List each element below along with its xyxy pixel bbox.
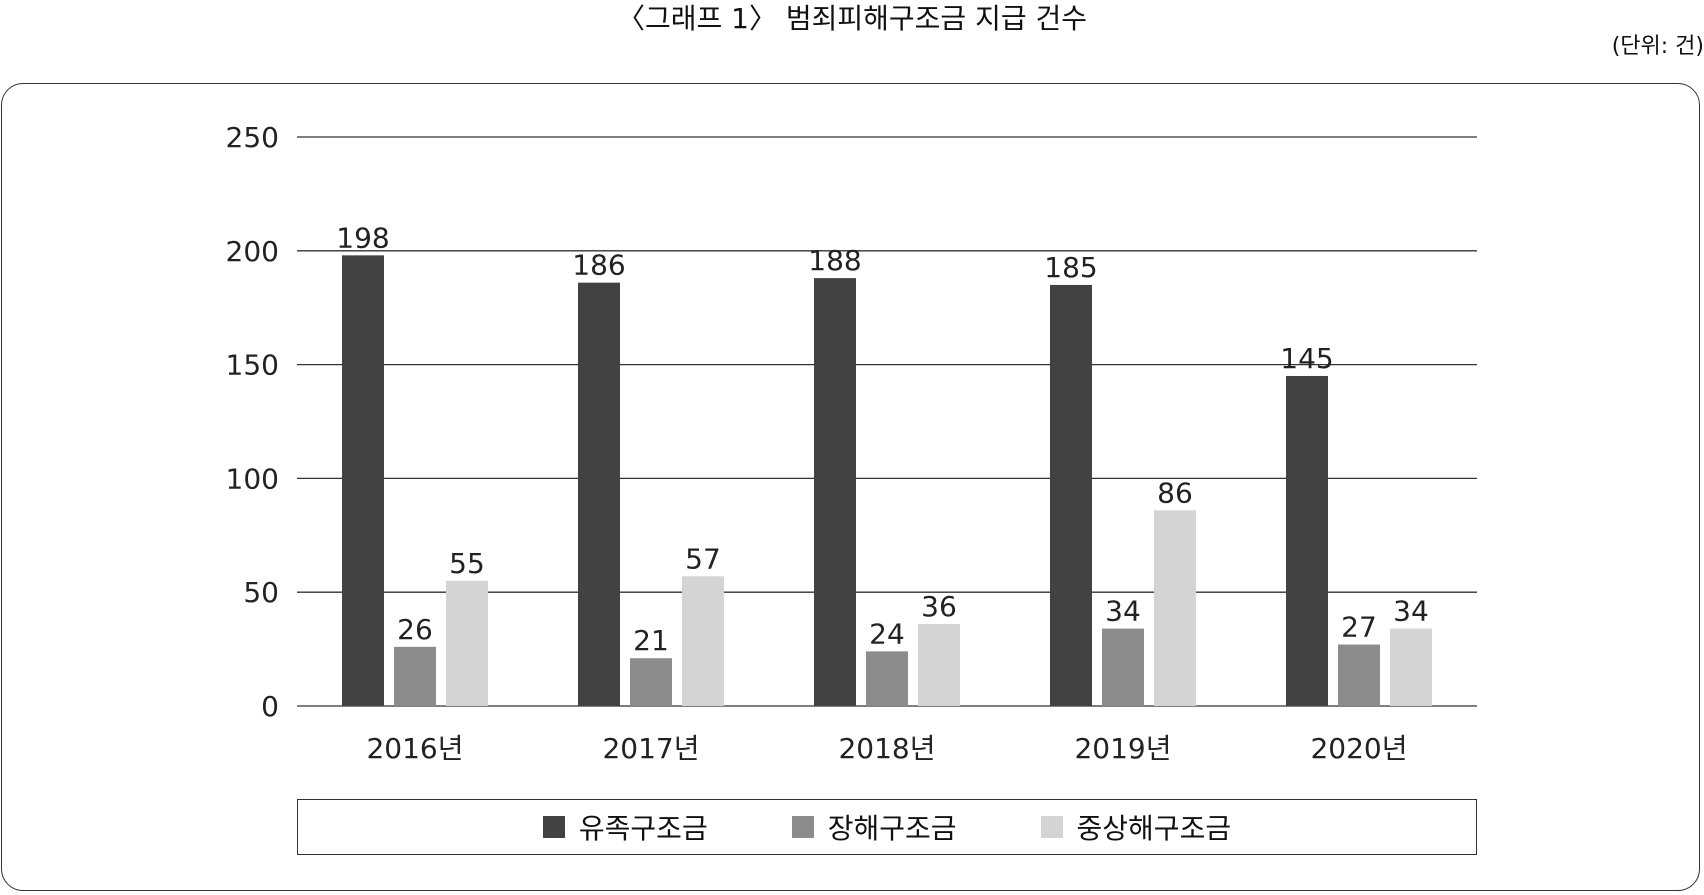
legend-label-jungsanghae: 중상해구조금 bbox=[1076, 812, 1232, 845]
data-label: 188 bbox=[808, 244, 861, 277]
bar-2-2 bbox=[918, 624, 960, 706]
bar-0-3 bbox=[1050, 284, 1092, 706]
bar-0-4 bbox=[1286, 375, 1328, 706]
bar-0-0 bbox=[342, 255, 384, 707]
x-category-label: 2019년 bbox=[1074, 732, 1171, 765]
y-tick-label: 0 bbox=[261, 690, 279, 723]
y-tick-label: 50 bbox=[243, 576, 279, 609]
data-label: 24 bbox=[869, 617, 905, 650]
legend-item-jungsanghae[interactable]: 중상해구조금 bbox=[1040, 807, 1232, 847]
data-labels: 198 26 55 186 21 57 188 24 36 185 34 86 145 27 34 bbox=[336, 221, 1429, 657]
bar-2-0 bbox=[446, 580, 488, 706]
data-label: 26 bbox=[397, 613, 433, 646]
data-label: 198 bbox=[336, 221, 389, 254]
bar-1-4 bbox=[1338, 644, 1380, 706]
bar-1-2 bbox=[866, 651, 908, 706]
gridlines bbox=[297, 136, 1477, 707]
data-label: 27 bbox=[1341, 611, 1377, 644]
y-tick-label: 100 bbox=[226, 462, 279, 495]
bar-0-1 bbox=[578, 282, 620, 706]
bars bbox=[342, 255, 1432, 707]
bar-1-0 bbox=[394, 646, 436, 706]
unit-label: (단위: 건) bbox=[1611, 34, 1704, 59]
legend-swatch-janghae bbox=[791, 816, 814, 838]
bar-1-3 bbox=[1102, 628, 1144, 706]
y-tick-label: 150 bbox=[226, 349, 279, 382]
bar-1-1 bbox=[630, 658, 672, 706]
x-category-label: 2018년 bbox=[838, 732, 935, 765]
legend-swatch-jungsanghae bbox=[1040, 816, 1063, 838]
legend: 유족구조금 장해구조금 중상해구조금 bbox=[297, 799, 1477, 855]
x-axis-categories: 2016년 2017년 2018년 2019년 2020년 bbox=[366, 732, 1407, 765]
data-label: 55 bbox=[449, 547, 485, 580]
bar-2-4 bbox=[1390, 628, 1432, 706]
data-label: 86 bbox=[1157, 476, 1193, 509]
x-category-label: 2017년 bbox=[602, 732, 699, 765]
x-category-label: 2020년 bbox=[1310, 732, 1407, 765]
bar-2-1 bbox=[682, 576, 724, 706]
data-label: 145 bbox=[1280, 342, 1333, 375]
legend-item-janghae[interactable]: 장해구조금 bbox=[791, 807, 957, 847]
chart-title: 〈그래프 1〉 범죄피해구조금 지급 건수 bbox=[616, 2, 1088, 35]
bar-0-2 bbox=[814, 278, 856, 706]
data-label: 34 bbox=[1393, 595, 1429, 628]
data-label: 34 bbox=[1105, 595, 1141, 628]
legend-swatch-yujok bbox=[542, 816, 565, 838]
bar-2-3 bbox=[1154, 510, 1196, 706]
data-label: 36 bbox=[921, 590, 957, 623]
y-tick-label: 250 bbox=[226, 121, 279, 154]
legend-item-yujok[interactable]: 유족구조금 bbox=[542, 807, 708, 847]
chart-frame bbox=[1, 83, 1700, 891]
data-label: 186 bbox=[572, 249, 625, 282]
legend-label-yujok: 유족구조금 bbox=[578, 812, 708, 845]
data-label: 185 bbox=[1044, 251, 1097, 284]
y-axis-ticks: 0 50 100 150 200 250 bbox=[226, 121, 279, 723]
legend-label-janghae: 장해구조금 bbox=[827, 812, 957, 845]
x-category-label: 2016년 bbox=[366, 732, 463, 765]
y-tick-label: 200 bbox=[226, 235, 279, 268]
data-label: 21 bbox=[633, 624, 669, 657]
data-label: 57 bbox=[685, 542, 721, 575]
